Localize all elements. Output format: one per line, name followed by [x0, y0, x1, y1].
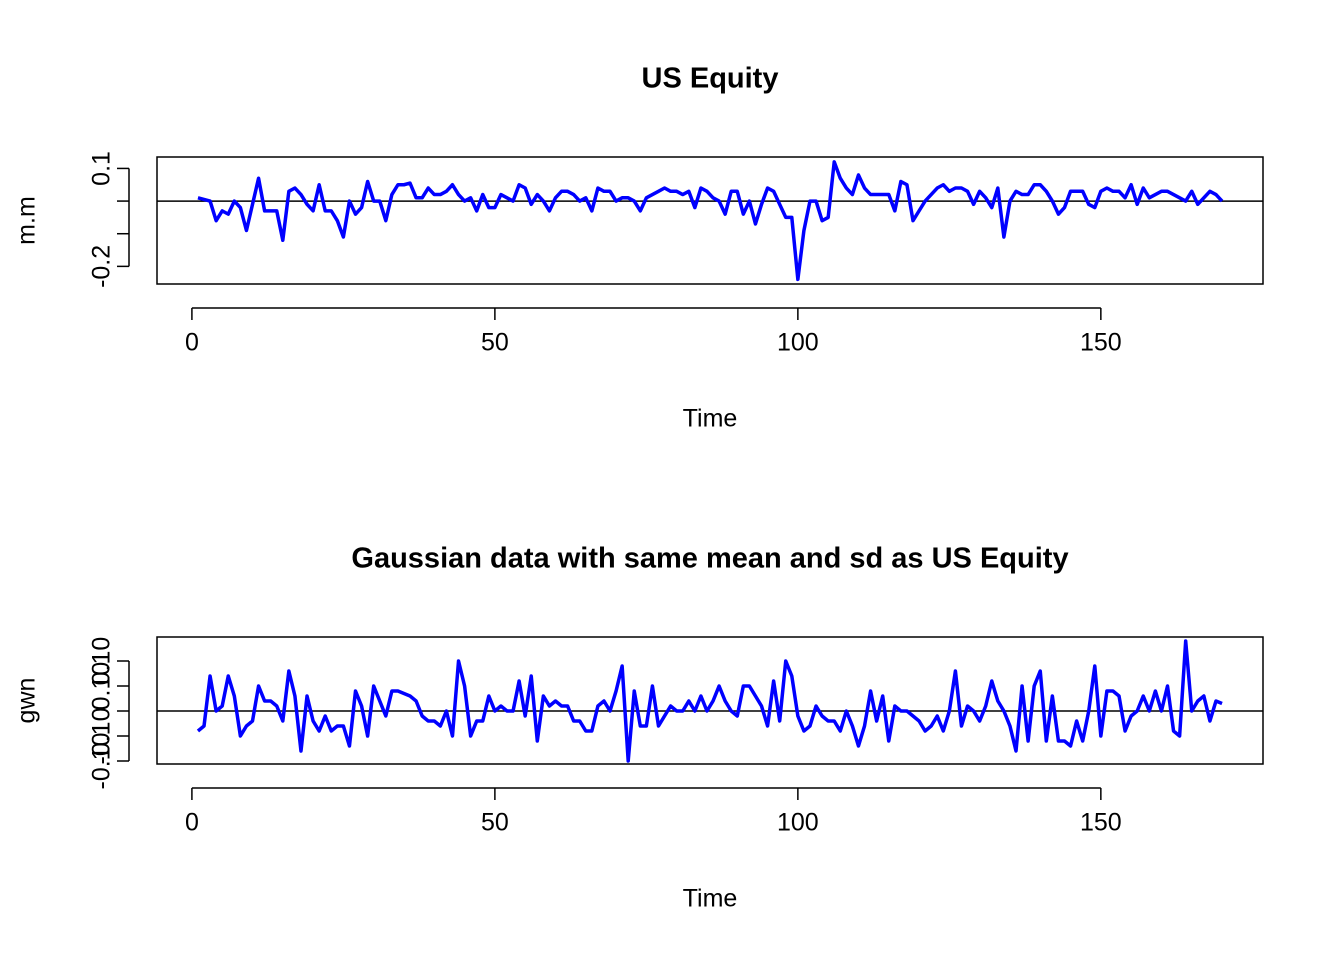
x-axis-title: Time	[683, 885, 738, 913]
y-tick-label: -0.10	[88, 708, 116, 765]
y-axis-title: m.m	[13, 196, 41, 245]
y-tick-label: 0.10	[88, 637, 116, 686]
x-tick-label: 100	[777, 809, 819, 837]
y-axis-title: gwn	[13, 678, 41, 724]
x-tick-label: 0	[185, 809, 199, 837]
x-tick-label: 50	[481, 809, 509, 837]
x-tick-label: 50	[481, 329, 509, 357]
x-tick-label: 150	[1080, 329, 1122, 357]
plot-box	[156, 156, 1264, 285]
series-line	[197, 160, 1224, 282]
y-tick-label: 0.10	[88, 662, 116, 711]
x-axis-title: Time	[683, 405, 738, 433]
y-tick-label: -0.10	[88, 733, 116, 790]
chart-title: US Equity	[642, 63, 779, 95]
chart-title: Gaussian data with same mean and sd as U…	[351, 543, 1068, 575]
x-tick-label: 150	[1080, 809, 1122, 837]
x-tick-label: 100	[777, 329, 819, 357]
y-tick-label: 0.1	[88, 151, 116, 186]
x-tick-label: 0	[185, 329, 199, 357]
plot-box	[156, 636, 1264, 765]
y-tick-label: -0.2	[88, 245, 116, 288]
series-line	[196, 639, 1223, 763]
